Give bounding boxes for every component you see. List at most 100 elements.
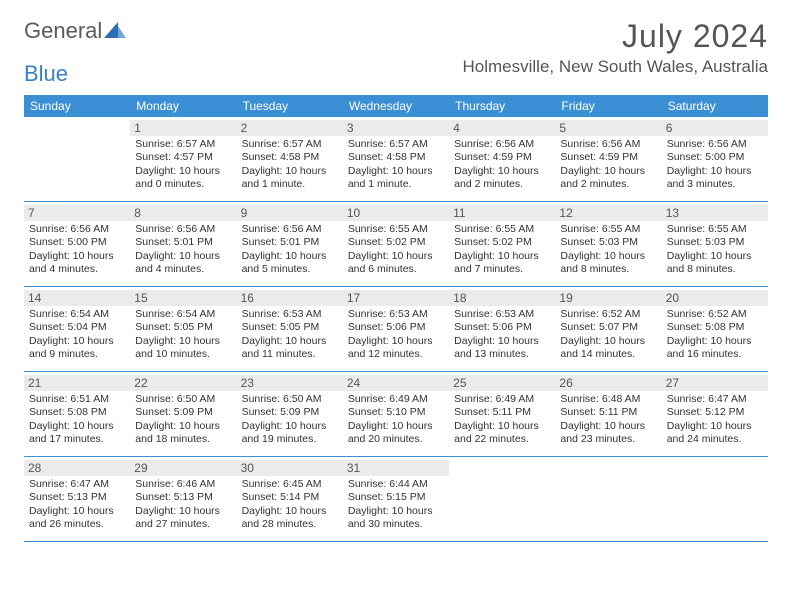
day-number: 23 — [237, 375, 343, 391]
day-cell-empty — [449, 457, 555, 541]
daylight-line: Daylight: 10 hours — [242, 505, 338, 518]
weekday-header-row: Sunday Monday Tuesday Wednesday Thursday… — [24, 95, 768, 117]
day-cell: 14Sunrise: 6:54 AMSunset: 5:04 PMDayligh… — [24, 287, 130, 371]
sunset-line: Sunset: 5:12 PM — [667, 406, 763, 419]
daylight-line: Daylight: 10 hours — [348, 505, 444, 518]
day-number: 6 — [662, 120, 768, 136]
day-cell: 23Sunrise: 6:50 AMSunset: 5:09 PMDayligh… — [237, 372, 343, 456]
daylight-line: and 11 minutes. — [242, 348, 338, 361]
sunset-line: Sunset: 5:13 PM — [135, 491, 231, 504]
day-cell: 17Sunrise: 6:53 AMSunset: 5:06 PMDayligh… — [343, 287, 449, 371]
day-cell: 18Sunrise: 6:53 AMSunset: 5:06 PMDayligh… — [449, 287, 555, 371]
day-number: 4 — [449, 120, 555, 136]
sunset-line: Sunset: 4:59 PM — [454, 151, 550, 164]
day-number: 9 — [237, 205, 343, 221]
day-number: 28 — [24, 460, 130, 476]
sunrise-line: Sunrise: 6:55 AM — [348, 223, 444, 236]
weekday-friday: Friday — [555, 95, 661, 117]
sunset-line: Sunset: 5:15 PM — [348, 491, 444, 504]
daylight-line: and 24 minutes. — [667, 433, 763, 446]
daylight-line: and 4 minutes. — [135, 263, 231, 276]
day-cell: 1Sunrise: 6:57 AMSunset: 4:57 PMDaylight… — [130, 117, 236, 201]
day-cell: 30Sunrise: 6:45 AMSunset: 5:14 PMDayligh… — [237, 457, 343, 541]
day-cell: 9 Sunrise: 6:56 AMSunset: 5:01 PMDaylight… — [237, 202, 343, 286]
calendar-page: General July 2024 Holmesville, New South… — [0, 0, 792, 560]
day-number: 22 — [130, 375, 236, 391]
daylight-line: Daylight: 10 hours — [348, 420, 444, 433]
day-cell: 20Sunrise: 6:52 AMSunset: 5:08 PMDayligh… — [662, 287, 768, 371]
daylight-line: Daylight: 10 hours — [667, 250, 763, 263]
daylight-line: and 2 minutes. — [560, 178, 656, 191]
day-number: 3 — [343, 120, 449, 136]
sunset-line: Sunset: 5:05 PM — [135, 321, 231, 334]
sunset-line: Sunset: 5:03 PM — [667, 236, 763, 249]
day-cell-empty — [555, 457, 661, 541]
day-cell: 16Sunrise: 6:53 AMSunset: 5:05 PMDayligh… — [237, 287, 343, 371]
day-cell: 15Sunrise: 6:54 AMSunset: 5:05 PMDayligh… — [130, 287, 236, 371]
sunset-line: Sunset: 5:07 PM — [560, 321, 656, 334]
daylight-line: Daylight: 10 hours — [667, 165, 763, 178]
daylight-line: and 23 minutes. — [560, 433, 656, 446]
sunrise-line: Sunrise: 6:47 AM — [667, 393, 763, 406]
day-number: 10 — [343, 205, 449, 221]
daylight-line: Daylight: 10 hours — [29, 335, 125, 348]
day-number: 25 — [449, 375, 555, 391]
sunset-line: Sunset: 5:02 PM — [348, 236, 444, 249]
week-row: 28Sunrise: 6:47 AMSunset: 5:13 PMDayligh… — [24, 457, 768, 542]
day-number: 19 — [555, 290, 661, 306]
sunset-line: Sunset: 5:02 PM — [454, 236, 550, 249]
day-cell: 12Sunrise: 6:55 AMSunset: 5:03 PMDayligh… — [555, 202, 661, 286]
daylight-line: Daylight: 10 hours — [348, 335, 444, 348]
day-cell: 10 Sunrise: 6:55 AMSunset: 5:02 PMDayligh… — [343, 202, 449, 286]
daylight-line: and 18 minutes. — [135, 433, 231, 446]
daylight-line: and 6 minutes. — [348, 263, 444, 276]
daylight-line: and 2 minutes. — [454, 178, 550, 191]
sunset-line: Sunset: 5:01 PM — [242, 236, 338, 249]
daylight-line: Daylight: 10 hours — [242, 165, 338, 178]
daylight-line: Daylight: 10 hours — [560, 335, 656, 348]
sunrise-line: Sunrise: 6:57 AM — [242, 138, 338, 151]
sunset-line: Sunset: 5:09 PM — [242, 406, 338, 419]
day-number: 30 — [237, 460, 343, 476]
daylight-line: and 1 minute. — [348, 178, 444, 191]
daylight-line: and 26 minutes. — [29, 518, 125, 531]
day-number: 5 — [555, 120, 661, 136]
daylight-line: Daylight: 10 hours — [454, 165, 550, 178]
week-row: 21Sunrise: 6:51 AMSunset: 5:08 PMDayligh… — [24, 372, 768, 457]
sunrise-line: Sunrise: 6:51 AM — [29, 393, 125, 406]
daylight-line: Daylight: 10 hours — [348, 250, 444, 263]
sunset-line: Sunset: 5:05 PM — [242, 321, 338, 334]
day-cell: 27Sunrise: 6:47 AMSunset: 5:12 PMDayligh… — [662, 372, 768, 456]
sunrise-line: Sunrise: 6:56 AM — [454, 138, 550, 151]
sunrise-line: Sunrise: 6:56 AM — [29, 223, 125, 236]
daylight-line: and 28 minutes. — [242, 518, 338, 531]
day-number: 12 — [555, 205, 661, 221]
day-cell: 28Sunrise: 6:47 AMSunset: 5:13 PMDayligh… — [24, 457, 130, 541]
daylight-line: and 17 minutes. — [29, 433, 125, 446]
sunrise-line: Sunrise: 6:56 AM — [242, 223, 338, 236]
day-number: 20 — [662, 290, 768, 306]
location: Holmesville, New South Wales, Australia — [463, 57, 769, 77]
sunset-line: Sunset: 5:10 PM — [348, 406, 444, 419]
day-cell: 19Sunrise: 6:52 AMSunset: 5:07 PMDayligh… — [555, 287, 661, 371]
day-number: 17 — [343, 290, 449, 306]
daylight-line: Daylight: 10 hours — [242, 250, 338, 263]
daylight-line: and 20 minutes. — [348, 433, 444, 446]
daylight-line: and 30 minutes. — [348, 518, 444, 531]
daylight-line: and 9 minutes. — [29, 348, 125, 361]
daylight-line: Daylight: 10 hours — [667, 335, 763, 348]
daylight-line: and 14 minutes. — [560, 348, 656, 361]
day-cell: 31Sunrise: 6:44 AMSunset: 5:15 PMDayligh… — [343, 457, 449, 541]
day-cell: 7Sunrise: 6:56 AMSunset: 5:00 PMDaylight… — [24, 202, 130, 286]
weekday-sunday: Sunday — [24, 95, 130, 117]
day-cell: 21Sunrise: 6:51 AMSunset: 5:08 PMDayligh… — [24, 372, 130, 456]
week-row: 7Sunrise: 6:56 AMSunset: 5:00 PMDaylight… — [24, 202, 768, 287]
logo-word1: General — [24, 18, 102, 44]
daylight-line: and 7 minutes. — [454, 263, 550, 276]
daylight-line: Daylight: 10 hours — [135, 335, 231, 348]
sunset-line: Sunset: 5:08 PM — [667, 321, 763, 334]
weekday-thursday: Thursday — [449, 95, 555, 117]
day-number: 8 — [130, 205, 236, 221]
day-number: 14 — [24, 290, 130, 306]
daylight-line: Daylight: 10 hours — [29, 250, 125, 263]
